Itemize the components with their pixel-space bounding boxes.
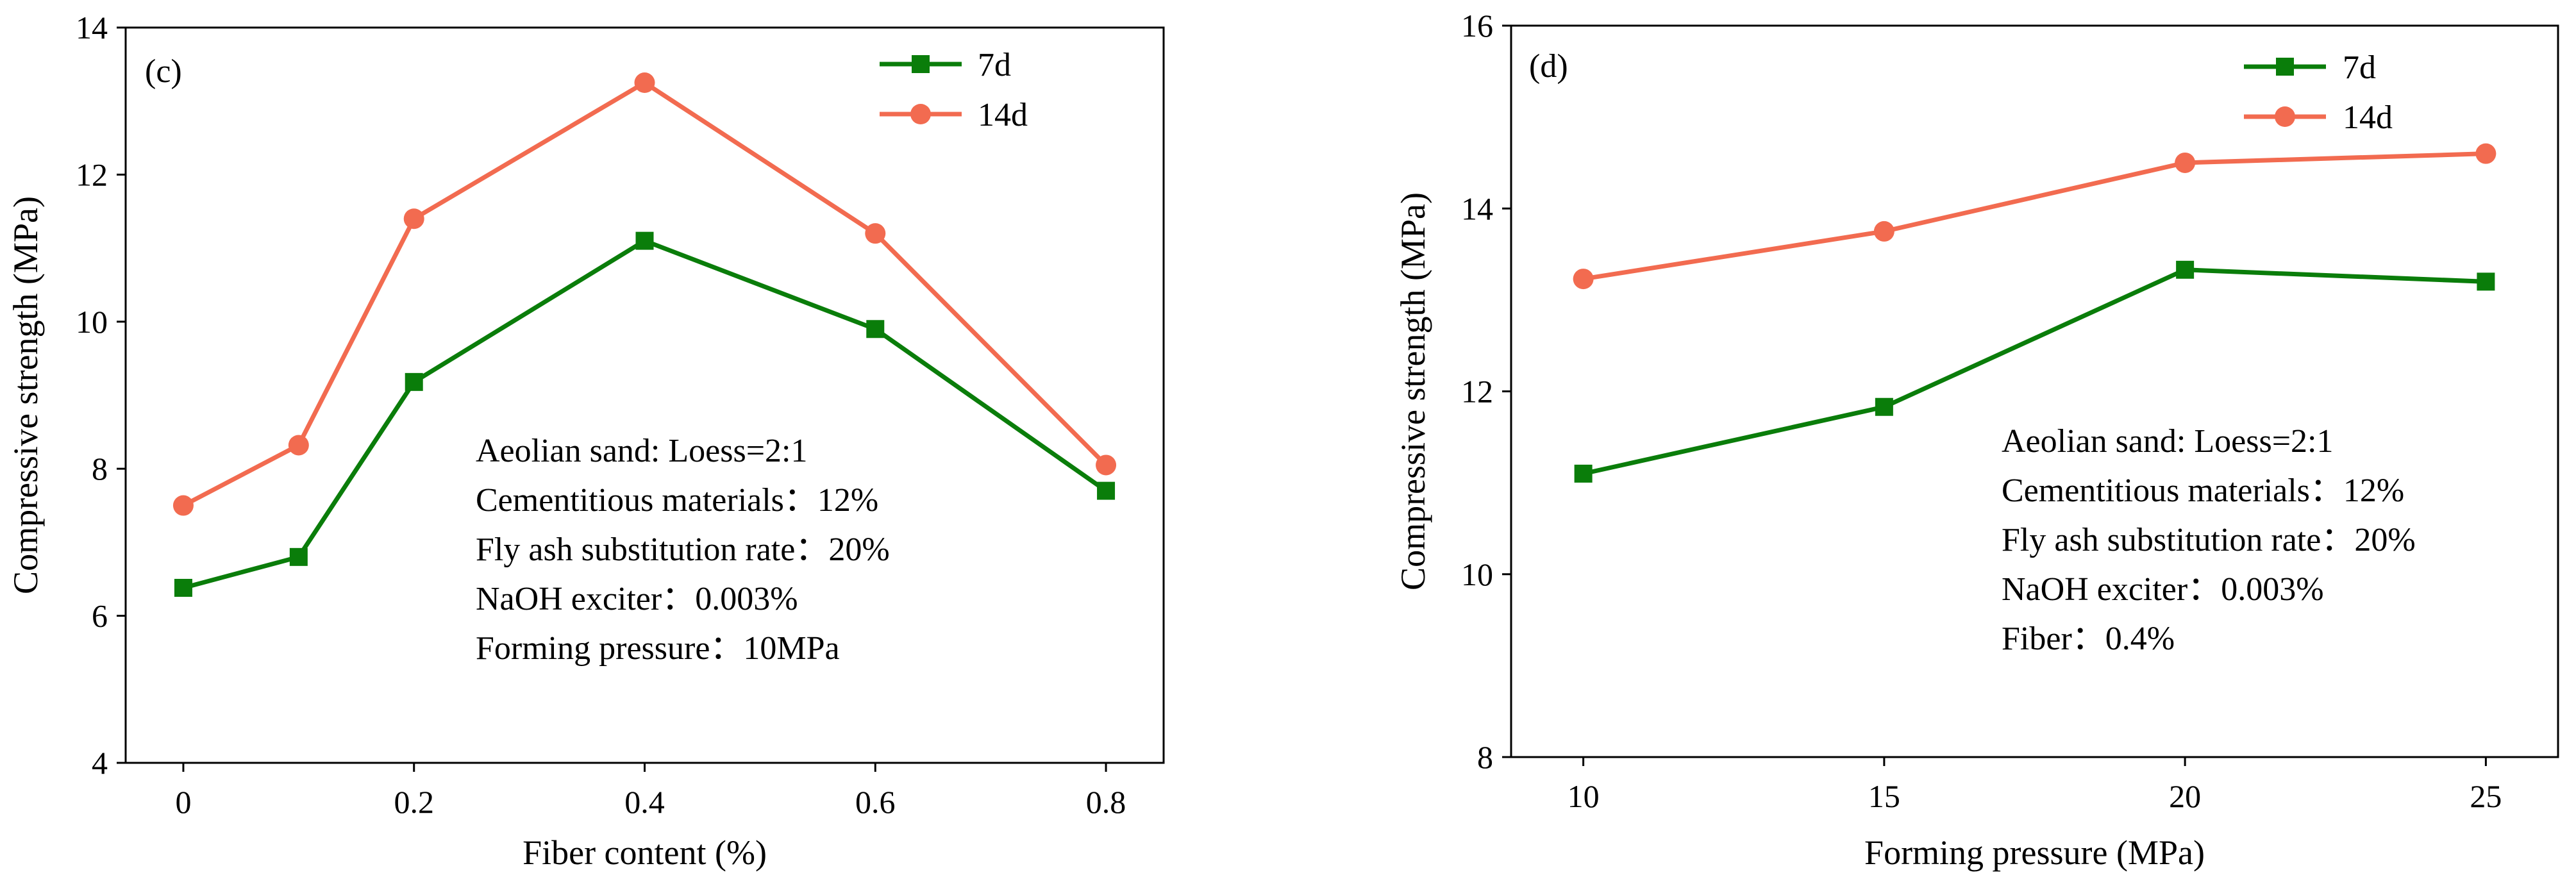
note-line: NaOH exciter：0.003%	[476, 581, 798, 617]
chart-panel-d: 8 10 12 14 16 10 15 20 25 Forming pressure (MPa) C…	[1394, 8, 2559, 872]
data-point-14d	[2175, 152, 2196, 173]
note-line: Forming pressure：10MPa	[476, 630, 840, 667]
y-axis-title: Compressive strength (MPa)	[1394, 192, 1432, 590]
series-14d	[172, 72, 1117, 516]
y-tick-label: 14	[1461, 190, 1493, 226]
data-point-7d	[174, 579, 192, 597]
data-point-14d	[1096, 455, 1117, 476]
data-point-7d	[2176, 260, 2195, 279]
conditions-note: Aeolian sand: Loess=2:1 Cementitious mate…	[476, 433, 890, 667]
legend-entry-14d: 14d	[2244, 99, 2393, 136]
note-line: Aeolian sand: Loess=2:1	[2002, 423, 2333, 460]
data-point-7d	[1574, 464, 1593, 483]
note-line: Fly ash substitution rate：20%	[476, 531, 890, 568]
x-tick-label: 25	[2470, 778, 2502, 814]
y-axis-title: Compressive strength (MPa)	[6, 196, 45, 594]
note-line: Fly ash substitution rate：20%	[2002, 522, 2416, 558]
x-tick-label: 0	[175, 784, 191, 820]
panel-label: (d)	[1529, 48, 1568, 85]
note-line: Cementitious materials：12%	[2002, 472, 2404, 509]
data-point-7d	[405, 372, 423, 391]
y-tick-label: 8	[1477, 739, 1493, 775]
data-point-7d	[1875, 397, 1893, 416]
legend-marker	[2275, 106, 2295, 127]
x-tick-label: 0.2	[394, 784, 434, 820]
data-point-14d	[634, 72, 655, 94]
x-tick-label: 0.6	[855, 784, 896, 820]
series-7d	[1574, 260, 2495, 483]
note-line: Cementitious materials：12%	[476, 482, 878, 519]
conditions-note: Aeolian sand: Loess=2:1 Cementitious mate…	[2002, 423, 2416, 657]
data-point-7d	[1097, 481, 1116, 500]
y-tick-label: 4	[92, 745, 108, 781]
x-tick-label: 10	[1568, 778, 1600, 814]
legend-label: 7d	[978, 47, 1011, 83]
x-axis-title: Forming pressure (MPa)	[1864, 833, 2205, 872]
legend-entry-7d: 7d	[2244, 49, 2376, 86]
x-axis-title: Fiber content (%)	[523, 833, 767, 872]
y-tick-label: 12	[1461, 374, 1493, 410]
series-line-14d	[1583, 151, 2486, 281]
data-point-14d	[288, 435, 309, 456]
y-tick-label: 16	[1461, 8, 1493, 44]
series-7d	[174, 231, 1116, 597]
data-point-7d	[2477, 272, 2495, 291]
note-line: Fiber：0.4%	[2002, 621, 2175, 657]
legend-entry-7d: 7d	[880, 47, 1011, 83]
chart-panel-c: 4 6 8 10 12 14 0 0.2 0.4 0.6 0.8 Fiber content (%) C…	[6, 10, 1165, 872]
y-tick-label: 8	[92, 451, 108, 487]
legend-marker	[910, 104, 931, 124]
y-tick-label: 10	[1461, 556, 1493, 592]
panel-label: (c)	[145, 53, 182, 90]
y-tick-label: 14	[76, 10, 108, 46]
legend-marker	[912, 55, 930, 73]
data-point-7d	[866, 320, 885, 338]
legend-label: 7d	[2343, 49, 2376, 86]
legend-label: 14d	[2343, 99, 2393, 136]
series-line-14d	[182, 80, 1108, 508]
series-line-7d	[183, 238, 1108, 590]
x-tick-label: 15	[1868, 778, 1900, 814]
x-tick-label: 20	[2169, 778, 2201, 814]
data-point-7d	[635, 231, 654, 250]
y-tick-label: 10	[76, 304, 108, 340]
data-point-14d	[865, 223, 886, 244]
data-point-14d	[172, 495, 194, 516]
data-point-14d	[2475, 143, 2497, 164]
legend-entry-14d: 14d	[880, 97, 1028, 133]
data-point-7d	[289, 547, 308, 566]
data-point-14d	[1873, 221, 1894, 242]
legend-label: 14d	[978, 97, 1028, 133]
x-tick-label: 0.4	[624, 784, 665, 820]
x-tick-label: 0.8	[1086, 784, 1126, 820]
y-tick-label: 6	[92, 598, 108, 634]
series-line-7d	[1582, 267, 2486, 476]
note-line: NaOH exciter：0.003%	[2002, 571, 2324, 608]
series-14d	[1573, 143, 2497, 290]
data-point-14d	[1573, 269, 1594, 290]
note-line: Aeolian sand: Loess=2:1	[476, 433, 807, 469]
data-point-14d	[403, 208, 424, 229]
y-tick-label: 12	[76, 156, 108, 192]
legend-marker	[2276, 58, 2294, 76]
